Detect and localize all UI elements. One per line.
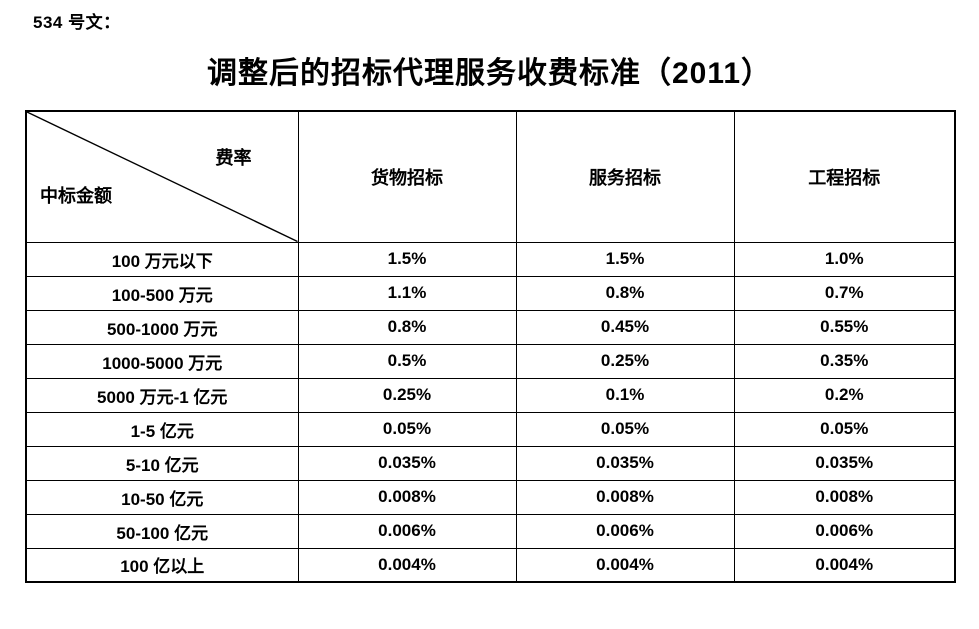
rate-cell: 0.25% — [515, 343, 735, 379]
rate-cell: 1.1% — [297, 275, 517, 311]
amount-range-cell: 100 万元以下 — [25, 241, 299, 277]
rate-cell: 0.004% — [297, 547, 517, 583]
fee-table-body: 100 万元以下 1.5% 1.5% 1.0% 100-500 万元 1.1% … — [25, 241, 956, 583]
fee-rate-table: 费率 中标金额 货物招标 服务招标 工程招标 100 万元以下 1.5% 1.5… — [25, 110, 956, 583]
doc-number-label: 534 号文： — [33, 13, 121, 32]
corner-label-rate: 费率 — [215, 148, 252, 168]
column-header-goods-bidding: 货物招标 — [297, 110, 517, 243]
table-row: 100 亿以上 0.004% 0.004% 0.004% — [25, 547, 956, 583]
rate-cell: 0.1% — [515, 377, 735, 413]
rate-cell: 0.7% — [733, 275, 956, 311]
diagonal-divider-line — [27, 112, 298, 242]
amount-range-cell: 100-500 万元 — [25, 275, 299, 311]
rate-cell: 0.5% — [297, 343, 517, 379]
rate-cell: 0.25% — [297, 377, 517, 413]
rate-cell: 0.35% — [733, 343, 956, 379]
page-title: 调整后的招标代理服务收费标准（2011） — [206, 57, 773, 90]
rate-cell: 0.035% — [297, 445, 517, 481]
table-header-row: 费率 中标金额 货物招标 服务招标 工程招标 — [25, 110, 956, 243]
table-row: 100 万元以下 1.5% 1.5% 1.0% — [25, 241, 956, 277]
rate-cell: 1.5% — [297, 241, 517, 277]
table-row: 10-50 亿元 0.008% 0.008% 0.008% — [25, 479, 956, 515]
column-header-service-bidding: 服务招标 — [515, 110, 735, 243]
amount-range-cell: 5-10 亿元 — [25, 445, 299, 481]
amount-range-cell: 1000-5000 万元 — [25, 343, 299, 379]
rate-cell: 1.5% — [515, 241, 735, 277]
rate-cell: 0.008% — [733, 479, 956, 515]
rate-cell: 0.008% — [297, 479, 517, 515]
amount-range-cell: 1-5 亿元 — [25, 411, 299, 447]
rate-cell: 0.006% — [515, 513, 735, 549]
table-row: 1000-5000 万元 0.5% 0.25% 0.35% — [25, 343, 956, 379]
rate-cell: 0.006% — [733, 513, 956, 549]
rate-cell: 0.05% — [515, 411, 735, 447]
rate-cell: 0.55% — [733, 309, 956, 345]
table-row: 5000 万元-1 亿元 0.25% 0.1% 0.2% — [25, 377, 956, 413]
rate-cell: 0.05% — [297, 411, 517, 447]
corner-label-amount: 中标金额 — [40, 185, 112, 206]
rate-cell: 0.035% — [515, 445, 735, 481]
rate-cell: 0.006% — [297, 513, 517, 549]
table-row: 5-10 亿元 0.035% 0.035% 0.035% — [25, 445, 956, 481]
rate-cell: 0.008% — [515, 479, 735, 515]
column-header-engineering-bidding: 工程招标 — [733, 110, 956, 243]
rate-cell: 0.05% — [733, 411, 956, 447]
table-row: 500-1000 万元 0.8% 0.45% 0.55% — [25, 309, 956, 345]
rate-cell: 0.004% — [515, 547, 735, 583]
table-row: 1-5 亿元 0.05% 0.05% 0.05% — [25, 411, 956, 447]
rate-cell: 0.035% — [733, 445, 956, 481]
rate-cell: 0.004% — [733, 547, 956, 583]
rate-cell: 0.45% — [515, 309, 735, 345]
rate-cell: 0.2% — [733, 377, 956, 413]
rate-cell: 1.0% — [733, 241, 956, 277]
table-row: 100-500 万元 1.1% 0.8% 0.7% — [25, 275, 956, 311]
amount-range-cell: 50-100 亿元 — [25, 513, 299, 549]
rate-cell: 0.8% — [297, 309, 517, 345]
amount-range-cell: 5000 万元-1 亿元 — [25, 377, 299, 413]
table-row: 50-100 亿元 0.006% 0.006% 0.006% — [25, 513, 956, 549]
rate-cell: 0.8% — [515, 275, 735, 311]
corner-header-cell: 费率 中标金额 — [25, 110, 299, 243]
amount-range-cell: 100 亿以上 — [25, 547, 299, 583]
amount-range-cell: 500-1000 万元 — [25, 309, 299, 345]
amount-range-cell: 10-50 亿元 — [25, 479, 299, 515]
